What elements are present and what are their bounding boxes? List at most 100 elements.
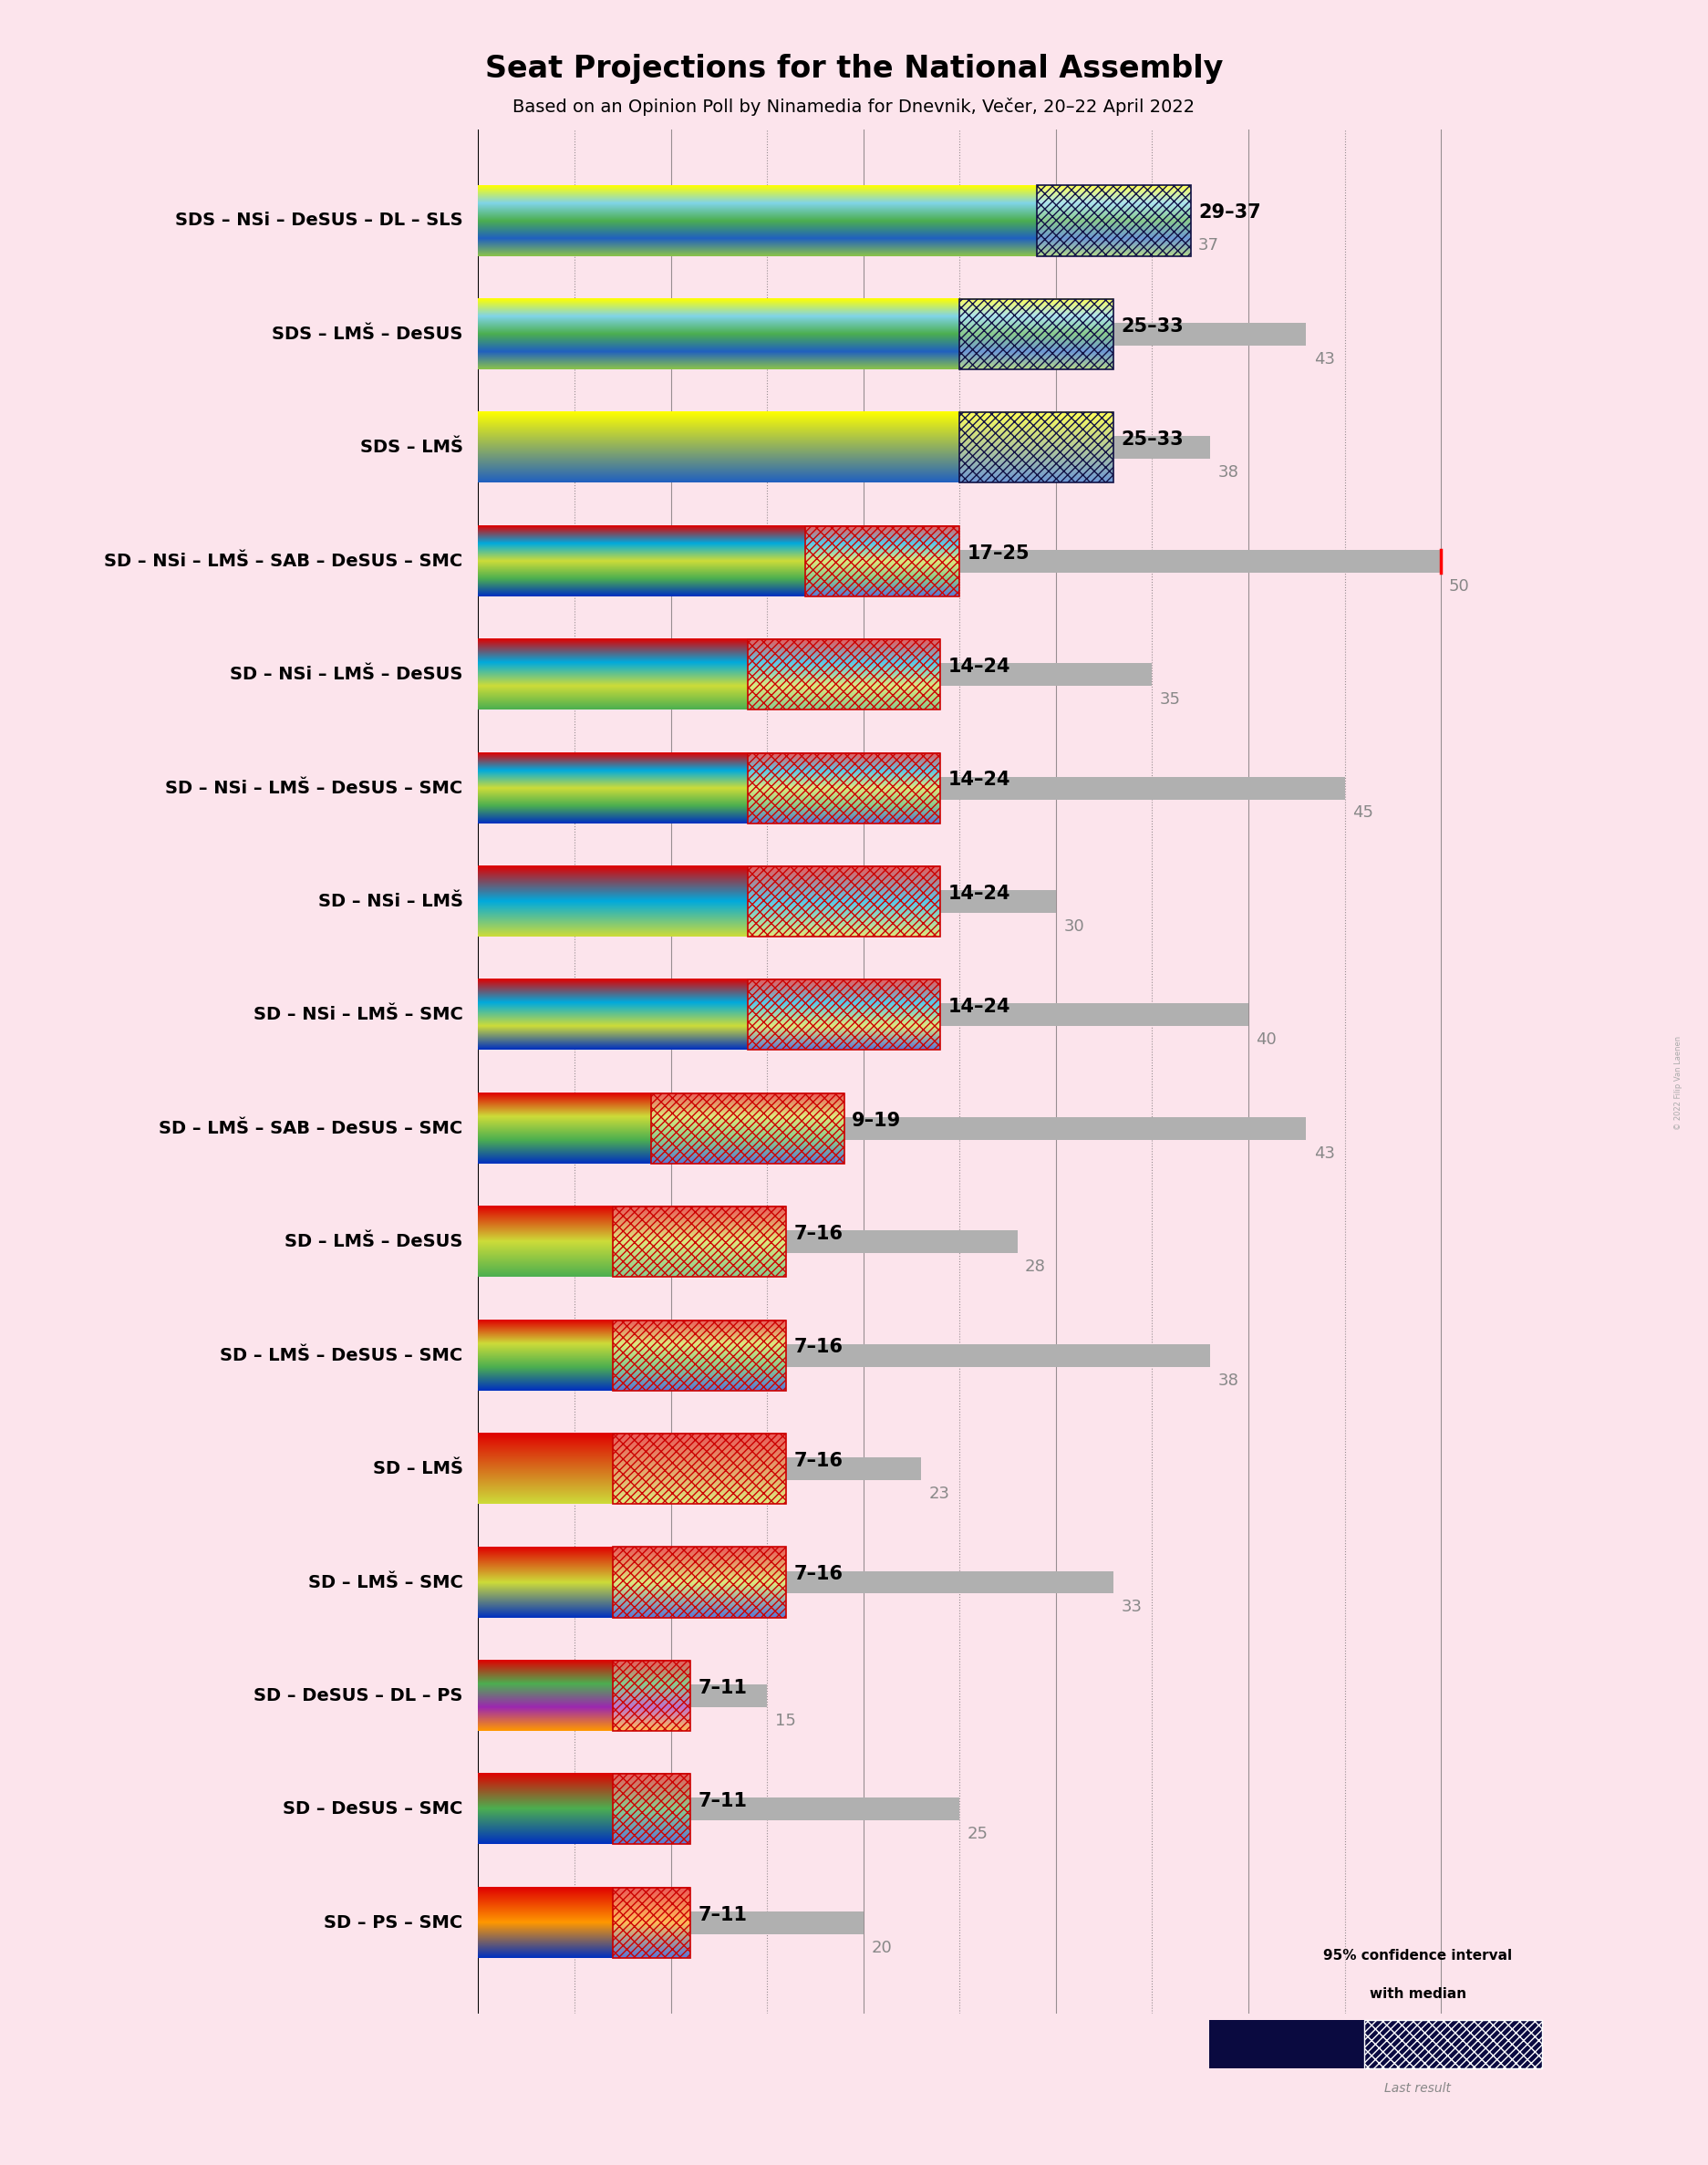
Text: SD – NSi – LMŠ – DeSUS – SMC: SD – NSi – LMŠ – DeSUS – SMC	[166, 779, 463, 797]
Bar	[613, 1888, 690, 1957]
Bar	[478, 1230, 1018, 1254]
Bar	[613, 1773, 690, 1845]
Bar	[478, 323, 1307, 346]
Bar	[806, 526, 960, 595]
Bar	[478, 1912, 863, 1933]
Bar	[613, 1548, 786, 1617]
Text: 50: 50	[1448, 578, 1469, 593]
Bar	[651, 1093, 844, 1163]
Bar	[613, 1548, 786, 1617]
Text: 23: 23	[929, 1485, 950, 1503]
Text: SDS – LMŠ – DeSUS: SDS – LMŠ – DeSUS	[272, 325, 463, 342]
Text: 43: 43	[1313, 1145, 1336, 1163]
Text: 29–37: 29–37	[1199, 204, 1261, 221]
Bar	[478, 777, 1344, 799]
Text: 43: 43	[1313, 351, 1336, 368]
Text: SD – LMŠ – SMC: SD – LMŠ – SMC	[307, 1574, 463, 1591]
Bar	[748, 639, 941, 710]
Bar	[478, 1797, 960, 1821]
Bar	[748, 981, 941, 1050]
Text: 95% confidence interval: 95% confidence interval	[1324, 1948, 1512, 1961]
Text: 14–24: 14–24	[948, 885, 1011, 903]
Bar	[613, 1433, 786, 1505]
Bar	[748, 639, 941, 710]
Text: 9–19: 9–19	[852, 1111, 902, 1130]
Text: SDS – LMŠ: SDS – LMŠ	[360, 439, 463, 457]
Text: SD – LMŠ – DeSUS: SD – LMŠ – DeSUS	[285, 1234, 463, 1251]
Text: © 2022 Filip Van Laenen: © 2022 Filip Van Laenen	[1674, 1035, 1682, 1130]
Text: SD – LMŠ: SD – LMŠ	[372, 1459, 463, 1477]
Bar	[748, 866, 941, 937]
Text: 35: 35	[1160, 691, 1180, 708]
Bar	[748, 753, 941, 823]
Text: SD – DeSUS – SMC: SD – DeSUS – SMC	[284, 1801, 463, 1819]
Bar	[806, 526, 960, 595]
Bar	[613, 1773, 690, 1845]
Text: SD – LMŠ – SAB – DeSUS – SMC: SD – LMŠ – SAB – DeSUS – SMC	[159, 1119, 463, 1137]
Text: 14–24: 14–24	[948, 771, 1011, 790]
Bar	[613, 1206, 786, 1277]
Bar	[1037, 186, 1190, 255]
Bar	[960, 414, 1114, 483]
Bar	[613, 1321, 786, 1390]
Text: 37: 37	[1199, 238, 1220, 253]
Text: Seat Projections for the National Assembly: Seat Projections for the National Assemb…	[485, 54, 1223, 84]
Bar	[478, 437, 1209, 459]
Bar	[613, 1661, 690, 1732]
Bar	[613, 1661, 690, 1732]
Text: 7–16: 7–16	[794, 1225, 844, 1243]
Bar	[478, 1572, 1114, 1593]
Bar	[1365, 2020, 1542, 2070]
Bar	[748, 981, 941, 1050]
Text: 7–11: 7–11	[699, 1678, 746, 1697]
Bar	[1037, 186, 1190, 255]
Bar	[748, 866, 941, 937]
Text: SD – NSi – LMŠ – SMC: SD – NSi – LMŠ – SMC	[253, 1007, 463, 1024]
Text: 7–16: 7–16	[794, 1565, 844, 1583]
Bar	[478, 550, 1442, 572]
Text: SD – PS – SMC: SD – PS – SMC	[325, 1914, 463, 1931]
Text: 20: 20	[871, 1940, 892, 1955]
Bar	[478, 1344, 1209, 1366]
Bar	[613, 1888, 690, 1957]
Text: 7–11: 7–11	[699, 1793, 746, 1810]
Text: 38: 38	[1218, 1373, 1238, 1388]
Text: SD – NSi – LMŠ – DeSUS: SD – NSi – LMŠ – DeSUS	[231, 667, 463, 684]
Bar	[613, 1433, 786, 1505]
Bar	[478, 890, 1056, 914]
Bar	[478, 1684, 767, 1706]
Bar	[478, 1005, 1249, 1026]
Text: SD – NSi – LMŠ: SD – NSi – LMŠ	[318, 892, 463, 909]
Bar	[1209, 2020, 1365, 2070]
Bar	[478, 662, 1153, 686]
Bar	[613, 1321, 786, 1390]
Text: 40: 40	[1255, 1033, 1278, 1048]
Text: 15: 15	[775, 1713, 796, 1730]
Bar	[960, 299, 1114, 370]
Text: 45: 45	[1353, 805, 1373, 821]
Text: 25: 25	[967, 1825, 989, 1842]
Text: 7–16: 7–16	[794, 1453, 844, 1470]
Text: with median: with median	[1370, 1987, 1465, 2000]
Text: 30: 30	[1064, 918, 1085, 935]
Text: SD – DeSUS – DL – PS: SD – DeSUS – DL – PS	[254, 1687, 463, 1704]
Bar	[478, 1117, 1307, 1139]
Text: 17–25: 17–25	[967, 543, 1030, 563]
Bar	[478, 1457, 921, 1481]
Text: 7–16: 7–16	[794, 1338, 844, 1357]
Text: 25–33: 25–33	[1122, 431, 1184, 448]
Text: Last result: Last result	[1385, 2083, 1450, 2094]
Text: SD – NSi – LMŠ – SAB – DeSUS – SMC: SD – NSi – LMŠ – SAB – DeSUS – SMC	[104, 552, 463, 569]
Bar	[478, 210, 1190, 232]
Text: 14–24: 14–24	[948, 998, 1011, 1015]
Text: 33: 33	[1122, 1600, 1143, 1615]
Text: 38: 38	[1218, 463, 1238, 481]
Text: SDS – NSi – DeSUS – DL – SLS: SDS – NSi – DeSUS – DL – SLS	[174, 212, 463, 229]
Bar	[651, 1093, 844, 1163]
Text: 25–33: 25–33	[1122, 316, 1184, 336]
Bar	[960, 414, 1114, 483]
Text: 28: 28	[1025, 1258, 1045, 1275]
Text: SD – LMŠ – DeSUS – SMC: SD – LMŠ – DeSUS – SMC	[220, 1347, 463, 1364]
Bar	[613, 1206, 786, 1277]
Text: 14–24: 14–24	[948, 658, 1011, 675]
